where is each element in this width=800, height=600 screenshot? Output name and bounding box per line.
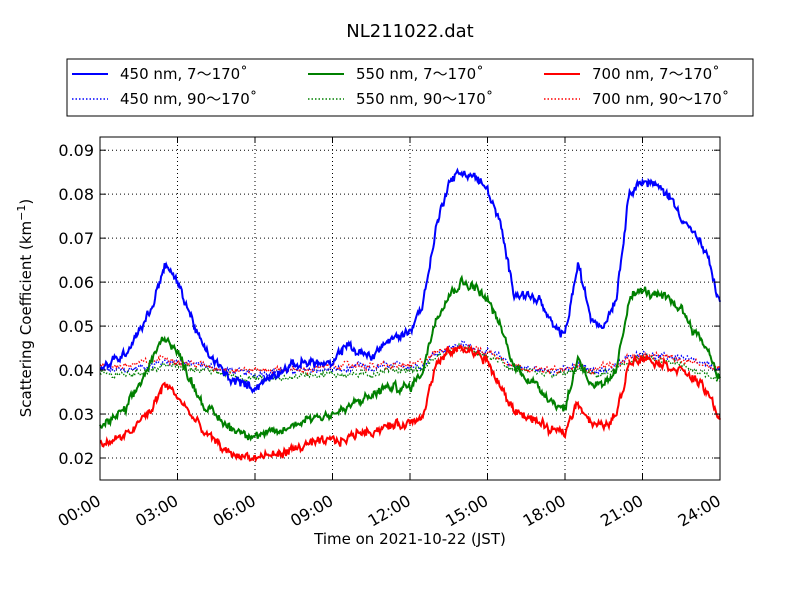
y-tick-label: 0.08	[58, 185, 94, 204]
x-tick-label: 12:00	[365, 491, 414, 531]
x-tick-label: 06:00	[210, 491, 259, 531]
y-tick-label: 0.02	[58, 449, 94, 468]
y-tick-label: 0.07	[58, 229, 94, 248]
x-tick-label: 09:00	[287, 491, 336, 531]
series-layer	[99, 167, 721, 463]
legend-label-700-back: 700 nm, 90～170˚	[592, 90, 729, 108]
y-tick-label: 0.06	[58, 273, 94, 292]
y-tick-label: 0.05	[58, 317, 94, 336]
x-tick-label: 18:00	[520, 491, 569, 531]
series-line-5	[99, 344, 721, 376]
y-axis-label: Scattering Coefficient (km−1)	[15, 199, 35, 418]
series-line-0	[99, 167, 721, 394]
x-tick-label: 21:00	[597, 491, 646, 531]
legend: 450 nm, 7～170˚ 450 nm, 90～170˚ 550 nm, 7…	[66, 58, 754, 117]
y-axis-label-close: )	[17, 199, 35, 205]
x-tick-label: 00:00	[55, 491, 104, 531]
x-tick-label: 03:00	[132, 491, 181, 531]
legend-box	[66, 58, 754, 117]
x-axis-label: Time on 2021-10-22 (JST)	[313, 530, 506, 548]
legend-label-450-total: 450 nm, 7～170˚	[120, 65, 248, 83]
y-axis-label-main: Scattering Coefficient (km	[17, 221, 35, 417]
y-tick-labels: 0.02 0.03 0.04 0.05 0.06 0.07 0.08 0.09	[58, 141, 94, 468]
y-axis-label-exponent: −1	[15, 205, 28, 221]
chart-title: NL211022.dat	[346, 21, 473, 42]
y-tick-label: 0.04	[58, 361, 94, 380]
x-tick-label: 24:00	[675, 491, 724, 531]
series-line-1	[99, 274, 721, 442]
y-tick-label: 0.03	[58, 405, 94, 424]
x-tick-labels: 00:00 03:00 06:00 09:00 12:00 15:00 18:00 21:00…	[55, 491, 724, 531]
legend-label-550-back: 550 nm, 90～170˚	[356, 90, 493, 108]
legend-label-450-back: 450 nm, 90～170˚	[120, 90, 257, 108]
x-tick-label: 15:00	[442, 491, 491, 531]
y-tick-label: 0.09	[58, 141, 94, 160]
legend-label-700-total: 700 nm, 7～170˚	[592, 65, 720, 83]
axis-ticks	[99, 137, 721, 480]
legend-label-550-total: 550 nm, 7～170˚	[356, 65, 484, 83]
series-line-2	[99, 344, 721, 463]
